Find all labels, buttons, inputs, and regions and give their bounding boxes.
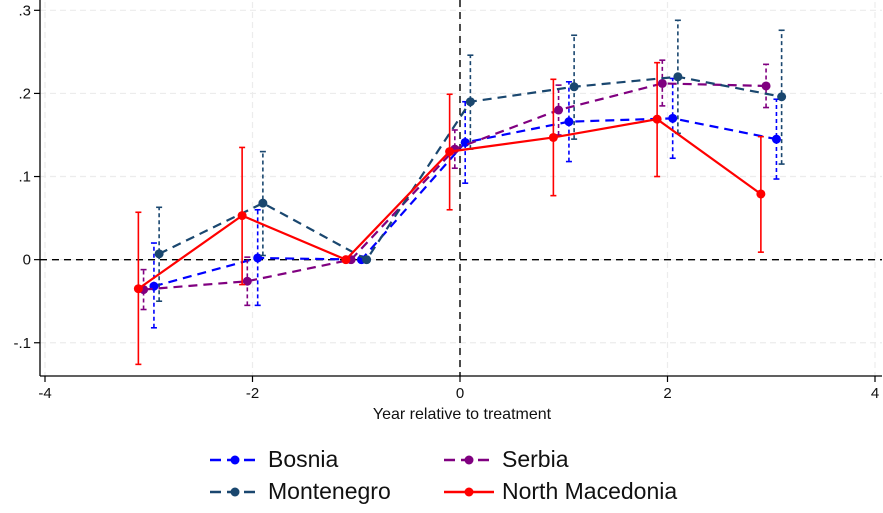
series-serbia — [139, 59, 771, 311]
data-point — [258, 198, 268, 208]
data-point — [445, 147, 455, 157]
data-point — [242, 276, 252, 286]
series-north-macedonia — [133, 61, 766, 366]
reference-lines — [40, 0, 882, 376]
data-point — [569, 82, 579, 92]
series-montenegro — [154, 19, 787, 303]
legend-item-serbia: Serbia — [444, 446, 569, 472]
legend-marker — [230, 455, 240, 465]
x-tick-label: 4 — [871, 385, 879, 402]
data-point — [761, 81, 771, 91]
data-point — [554, 105, 564, 115]
x-tick-label: 2 — [663, 385, 671, 402]
y-tick-label: .1 — [18, 169, 31, 186]
legend-label: Bosnia — [268, 446, 339, 472]
series-layer — [133, 19, 787, 366]
data-point — [657, 78, 667, 88]
data-point — [777, 92, 787, 102]
legend: Bosnia Serbia Montenegro North Macedonia — [210, 446, 677, 504]
series-bosnia — [149, 77, 781, 329]
y-tick-label: .3 — [18, 2, 31, 19]
data-point — [237, 211, 247, 221]
data-point — [133, 284, 143, 294]
y-tick-label: -.1 — [13, 335, 31, 352]
x-tick-label: -2 — [246, 385, 259, 402]
x-tick-label: -4 — [38, 385, 51, 402]
legend-label: Serbia — [502, 446, 569, 472]
data-point — [673, 72, 683, 82]
legend-label: Montenegro — [268, 478, 391, 504]
data-point — [564, 117, 574, 127]
axes: -.1 0 .1 .2 .3 -4 -2 0 2 4 — [13, 0, 882, 402]
data-point — [154, 249, 164, 259]
legend-item-bosnia: Bosnia — [210, 446, 339, 472]
legend-label: North Macedonia — [502, 478, 677, 504]
data-point — [771, 134, 781, 144]
data-point — [756, 189, 766, 199]
x-axis-title: Year relative to treatment — [373, 406, 552, 423]
y-tick-label: 0 — [23, 252, 31, 269]
legend-item-north-macedonia: North Macedonia — [444, 478, 677, 504]
data-point — [465, 97, 475, 107]
legend-marker — [464, 455, 474, 465]
data-point — [341, 255, 351, 265]
y-tick-label: .2 — [18, 85, 31, 102]
legend-marker — [464, 487, 474, 497]
data-point — [652, 114, 662, 124]
data-point — [668, 113, 678, 123]
data-point — [548, 132, 558, 142]
x-tick-label: 0 — [456, 385, 464, 402]
data-point — [362, 255, 372, 265]
legend-item-montenegro: Montenegro — [210, 478, 391, 504]
legend-marker — [230, 487, 240, 497]
data-point — [460, 137, 470, 147]
